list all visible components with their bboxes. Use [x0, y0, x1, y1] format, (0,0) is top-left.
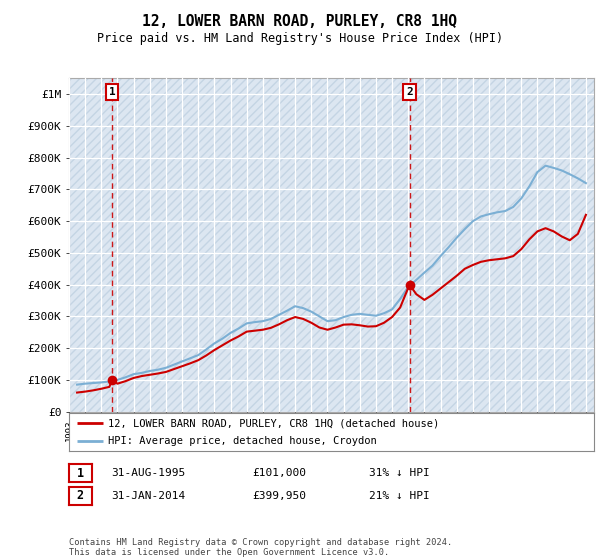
- Text: 1: 1: [109, 87, 116, 97]
- Text: 31-JAN-2014: 31-JAN-2014: [111, 491, 185, 501]
- Text: 2: 2: [406, 87, 413, 97]
- Text: 31% ↓ HPI: 31% ↓ HPI: [369, 468, 430, 478]
- Text: 12, LOWER BARN ROAD, PURLEY, CR8 1HQ: 12, LOWER BARN ROAD, PURLEY, CR8 1HQ: [143, 14, 458, 29]
- Text: Contains HM Land Registry data © Crown copyright and database right 2024.
This d: Contains HM Land Registry data © Crown c…: [69, 538, 452, 557]
- Text: 31-AUG-1995: 31-AUG-1995: [111, 468, 185, 478]
- Text: 12, LOWER BARN ROAD, PURLEY, CR8 1HQ (detached house): 12, LOWER BARN ROAD, PURLEY, CR8 1HQ (de…: [109, 418, 440, 428]
- Text: 2: 2: [77, 489, 84, 502]
- Text: HPI: Average price, detached house, Croydon: HPI: Average price, detached house, Croy…: [109, 436, 377, 446]
- Text: Price paid vs. HM Land Registry's House Price Index (HPI): Price paid vs. HM Land Registry's House …: [97, 32, 503, 45]
- Text: £101,000: £101,000: [252, 468, 306, 478]
- Text: 1: 1: [77, 466, 84, 480]
- Text: £399,950: £399,950: [252, 491, 306, 501]
- Text: 21% ↓ HPI: 21% ↓ HPI: [369, 491, 430, 501]
